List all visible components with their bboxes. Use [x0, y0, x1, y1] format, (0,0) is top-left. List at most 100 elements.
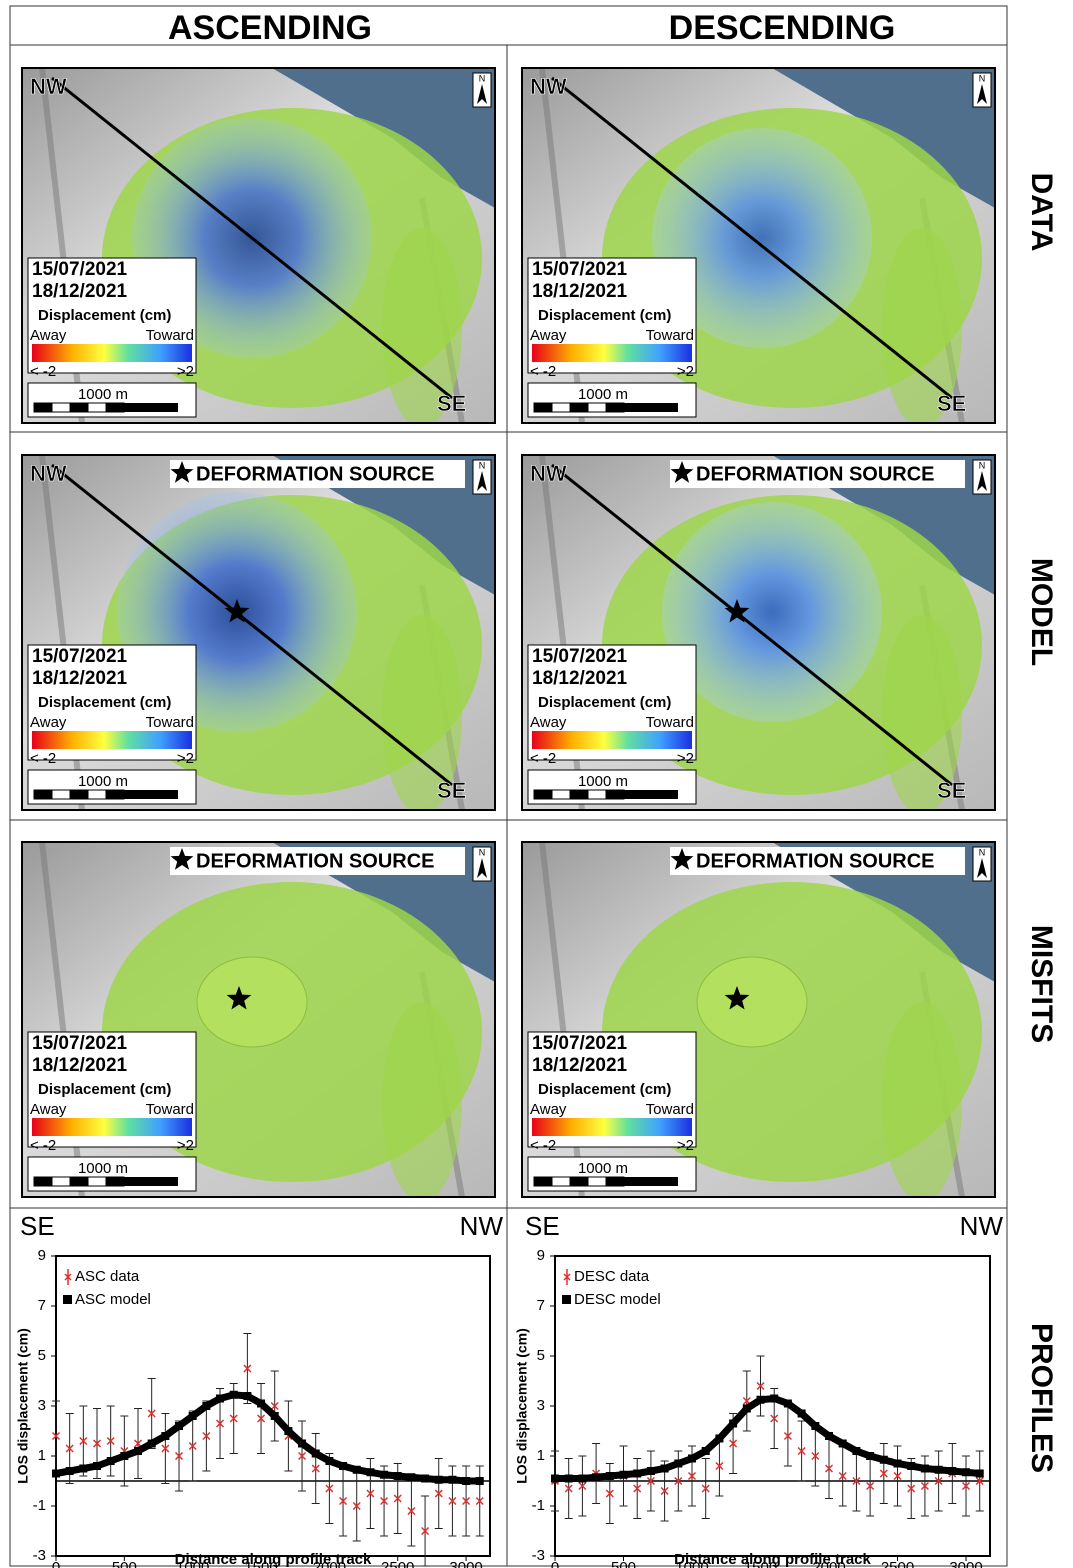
scalebar-segment [70, 403, 88, 412]
model-point [421, 1475, 429, 1483]
model-point [962, 1468, 970, 1476]
legend-title: Displacement (cm) [38, 694, 171, 711]
profile-end-label: SE [437, 391, 466, 416]
north-arrow-label: N [979, 73, 986, 83]
scalebar-segment [52, 403, 70, 412]
scalebar-label: 1000 m [578, 1160, 628, 1177]
north-arrow-label: N [979, 847, 986, 857]
legend-away: Away [530, 1101, 567, 1118]
model-point [366, 1468, 374, 1476]
model-point [647, 1467, 655, 1475]
model-point [661, 1465, 669, 1473]
legend-away: Away [530, 714, 567, 731]
colorbar [32, 1118, 192, 1136]
model-point [79, 1465, 87, 1473]
scalebar-segment [70, 790, 88, 799]
legend-away: Away [30, 714, 67, 731]
model-point [189, 1412, 197, 1420]
scalebar-segment [570, 403, 588, 412]
source-label: DEFORMATION SOURCE [196, 463, 435, 485]
x-axis-label: Distance along profile track [674, 1551, 871, 1568]
scalebar-segment [52, 790, 70, 799]
model-point [866, 1452, 874, 1460]
date-start: 15/07/2021 [532, 259, 628, 280]
model-point [798, 1410, 806, 1418]
legend-max: >2 [177, 750, 194, 767]
date-start: 15/07/2021 [32, 259, 128, 280]
model-point [339, 1462, 347, 1470]
model-point [312, 1450, 320, 1458]
model-point [325, 1457, 333, 1465]
model-point [825, 1432, 833, 1440]
colorbar [32, 344, 192, 362]
scalebar-segment [534, 1177, 552, 1186]
legend-max: >2 [177, 363, 194, 380]
model-point [633, 1470, 641, 1478]
scalebar-label: 1000 m [578, 386, 628, 403]
y-tick-label: 3 [537, 1397, 545, 1414]
model-point [784, 1400, 792, 1408]
legend-title: Displacement (cm) [538, 694, 671, 711]
profile-end-label: NW [530, 74, 567, 99]
legend-min: < -2 [30, 1137, 56, 1154]
legend-toward: Toward [146, 1101, 194, 1118]
legend-label: DESC model [574, 1291, 661, 1308]
model-point [148, 1440, 156, 1448]
model-point [811, 1422, 819, 1430]
y-tick-label: -3 [33, 1547, 46, 1564]
y-axis-label: LOS displacement (cm) [15, 1328, 31, 1484]
colorbar [532, 344, 692, 362]
legend-min: < -2 [530, 750, 556, 767]
legend-min: < -2 [530, 363, 556, 380]
source-label: DEFORMATION SOURCE [696, 463, 935, 485]
profile-end-label: SE [20, 1211, 55, 1241]
date-end: 18/12/2021 [532, 1055, 628, 1076]
y-tick-label: 7 [537, 1297, 545, 1314]
x-tick-label: 500 [611, 1559, 636, 1568]
legend-min: < -2 [530, 1137, 556, 1154]
model-point [448, 1476, 456, 1484]
colorbar [532, 1118, 692, 1136]
model-point [907, 1462, 915, 1470]
scalebar-segment [88, 1177, 106, 1186]
scalebar-segment [106, 1177, 124, 1186]
scalebar-segment [34, 790, 52, 799]
model-point [107, 1457, 115, 1465]
scalebar-segment [570, 790, 588, 799]
legend-marker [65, 1269, 71, 1285]
model-line [555, 1399, 980, 1479]
model-point [120, 1452, 128, 1460]
colorbar [532, 731, 692, 749]
x-tick-label: 0 [551, 1559, 559, 1568]
legend-toward: Toward [646, 714, 694, 731]
column-title: DESCENDING [669, 9, 896, 47]
model-point [976, 1470, 984, 1478]
model-point [551, 1475, 559, 1483]
legend-max: >2 [177, 1137, 194, 1154]
date-start: 15/07/2021 [32, 1033, 128, 1054]
y-tick-label: 5 [537, 1347, 545, 1364]
x-tick-label: 2500 [381, 1559, 414, 1568]
profile-end-label: NW [30, 74, 67, 99]
date-end: 18/12/2021 [32, 281, 128, 302]
map-panel: NWSEDEFORMATION SOURCEN15/07/202118/12/2… [522, 455, 995, 815]
profile-end-label: NW [460, 1211, 504, 1241]
x-tick-label: 0 [52, 1559, 60, 1568]
row-title: DATA [1025, 173, 1058, 252]
legend-toward: Toward [646, 1101, 694, 1118]
legend-toward: Toward [146, 327, 194, 344]
legend-title: Displacement (cm) [538, 307, 671, 324]
y-tick-label: 3 [38, 1397, 46, 1414]
scalebar-segment [106, 403, 124, 412]
model-point [729, 1420, 737, 1428]
legend-min: < -2 [30, 750, 56, 767]
date-end: 18/12/2021 [532, 281, 628, 302]
model-point [894, 1460, 902, 1468]
y-tick-label: 9 [38, 1247, 46, 1264]
scalebar-segment [624, 1177, 678, 1186]
model-point [93, 1462, 101, 1470]
scalebar-segment [624, 403, 678, 412]
x-tick-label: 3000 [949, 1559, 982, 1568]
scalebar-segment [588, 1177, 606, 1186]
